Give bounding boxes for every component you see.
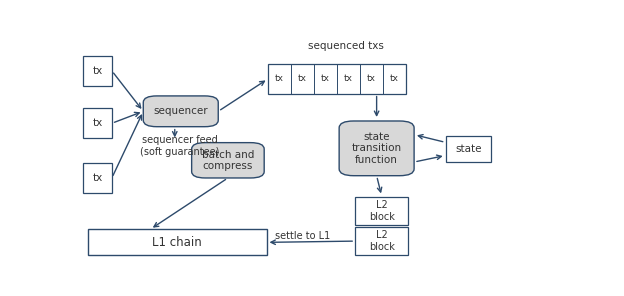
Text: state: state <box>456 144 482 154</box>
Text: tx: tx <box>92 66 102 76</box>
Bar <box>355 227 408 255</box>
Text: sequencer feed
(soft guarantee): sequencer feed (soft guarantee) <box>140 135 219 157</box>
Bar <box>268 64 406 94</box>
Text: tx: tx <box>298 74 307 83</box>
Bar <box>83 108 112 138</box>
Bar <box>83 56 112 86</box>
Text: L2
block: L2 block <box>369 230 394 252</box>
Text: tx: tx <box>92 173 102 183</box>
Text: tx: tx <box>92 118 102 128</box>
Text: tx: tx <box>367 74 376 83</box>
FancyBboxPatch shape <box>192 143 264 178</box>
Text: tx: tx <box>344 74 353 83</box>
Text: state
transition
function: state transition function <box>351 132 402 165</box>
Text: tx: tx <box>321 74 330 83</box>
Text: settle to L1: settle to L1 <box>275 231 331 241</box>
Text: tx: tx <box>275 74 284 83</box>
Bar <box>355 197 408 225</box>
Bar <box>446 136 492 162</box>
Text: batch and
compress: batch and compress <box>202 149 254 171</box>
Text: L1 chain: L1 chain <box>152 236 202 249</box>
Text: tx: tx <box>390 74 399 83</box>
FancyBboxPatch shape <box>339 121 414 176</box>
Text: sequencer: sequencer <box>154 106 208 116</box>
Bar <box>87 229 266 255</box>
Text: L2
block: L2 block <box>369 200 394 222</box>
Bar <box>83 163 112 193</box>
Text: sequenced txs: sequenced txs <box>308 41 384 51</box>
FancyBboxPatch shape <box>144 96 218 127</box>
